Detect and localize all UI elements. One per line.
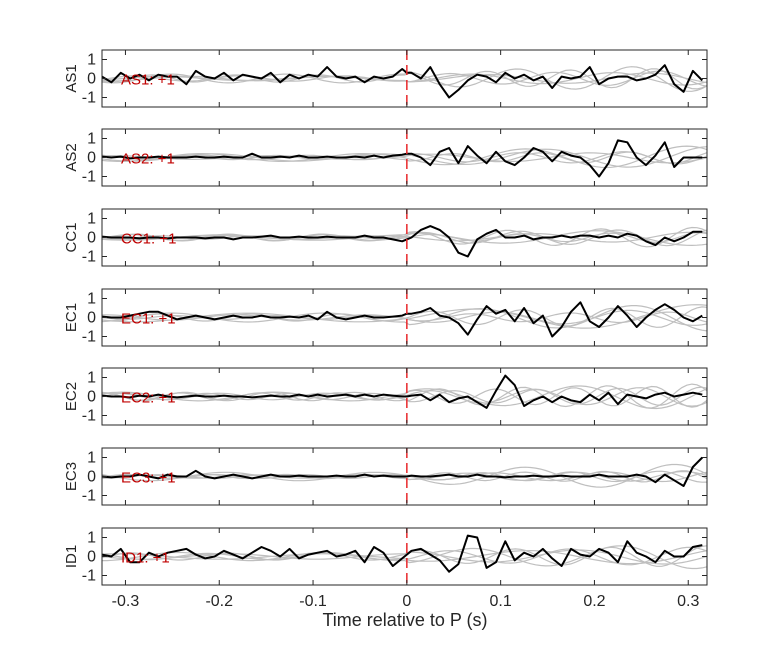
y-tick-label: 0 [87,310,96,327]
main-trace-as2 [101,139,703,178]
background-trace [101,151,708,165]
panel-annotation: CC1: +1 [121,231,176,248]
panel-as2: -1 0 1 AS2 AS2: +1 [63,128,708,187]
y-tick-label: 1 [87,211,96,228]
x-axis: -0.3 -0.2 -0.1 0 0.1 0.2 0.3 [112,593,700,610]
panel-ec3: -1 0 1 EC3 EC3: +1 [63,447,708,506]
background-trace [101,231,708,243]
y-tick-label: 1 [87,530,96,547]
background-trace [101,68,708,90]
panel-annotation: AS1: +1 [121,72,175,89]
panel-id1: -1 0 1 ID1 ID1: +1 [63,527,708,586]
panel-as1: -1 0 1 AS1 AS1: +1 [63,49,708,108]
background-trace [101,152,708,164]
y-tick-label: -1 [82,488,96,505]
background-trace [101,70,708,87]
panel-annotation: EC1: +1 [121,311,176,328]
panel-annotation: EC2: +1 [121,390,176,407]
background-trace [101,385,708,408]
panel-ylabel: CC1 [63,222,80,252]
panel-ylabel: AS1 [63,64,80,92]
panel-annotation: AS2: +1 [121,151,175,168]
y-tick-label: 0 [87,469,96,486]
panel-ec1: -1 0 1 EC1 EC1: +1 [63,288,708,347]
background-trace [101,386,708,406]
background-trace [101,230,708,247]
background-trace [101,550,708,565]
x-tick-label: 0.3 [677,593,699,610]
y-tick-label: -1 [82,249,96,266]
panels-group: -1 0 1 AS1 AS1: +1 -1 0 1 AS2 AS2: +1 -1 0 1 CC1 CC1: … [63,49,708,586]
y-tick-label: 1 [87,52,96,69]
y-tick-label: 1 [87,291,96,308]
x-tick-label: -0.3 [112,593,140,610]
panel-ylabel: EC3 [63,462,80,491]
y-tick-label: 0 [87,71,96,88]
y-tick-label: -1 [82,329,96,346]
panel-ec2: -1 0 1 EC2 EC2: +1 [63,367,708,426]
y-tick-label: -1 [82,90,96,107]
y-tick-label: 0 [87,549,96,566]
main-trace-ec2 [101,374,703,409]
x-tick-label: 0 [402,593,411,610]
panel-ylabel: AS2 [63,143,80,171]
background-trace [101,549,708,565]
y-tick-label: 0 [87,230,96,247]
y-tick-label: 1 [87,131,96,148]
x-tick-label: 0.1 [490,593,512,610]
x-tick-label: 0.2 [583,593,605,610]
panel-ylabel: ID1 [63,545,80,568]
x-tick-label: -0.2 [205,593,233,610]
panel-ylabel: EC2 [63,382,80,411]
y-tick-label: -1 [82,169,96,186]
panel-annotation: EC3: +1 [121,470,176,487]
axes-box [101,49,708,108]
y-tick-label: 0 [87,150,96,167]
x-axis-label: Time relative to P (s) [322,610,487,630]
main-trace-ec3 [101,456,704,487]
panel-annotation: ID1: +1 [121,550,170,567]
y-tick-label: -1 [82,408,96,425]
main-trace-as1 [101,64,704,99]
main-trace-id1 [101,534,703,573]
y-tick-label: -1 [82,568,96,585]
main-trace-cc1 [101,225,703,258]
y-tick-label: 1 [87,450,96,467]
x-tick-label: -0.1 [299,593,327,610]
panel-ylabel: EC1 [63,303,80,332]
main-trace-ec1 [101,301,703,338]
y-tick-label: 0 [87,389,96,406]
background-trace [101,66,708,92]
panel-cc1: -1 0 1 CC1 CC1: +1 [63,208,708,267]
background-trace [101,306,708,328]
y-tick-label: 1 [87,370,96,387]
